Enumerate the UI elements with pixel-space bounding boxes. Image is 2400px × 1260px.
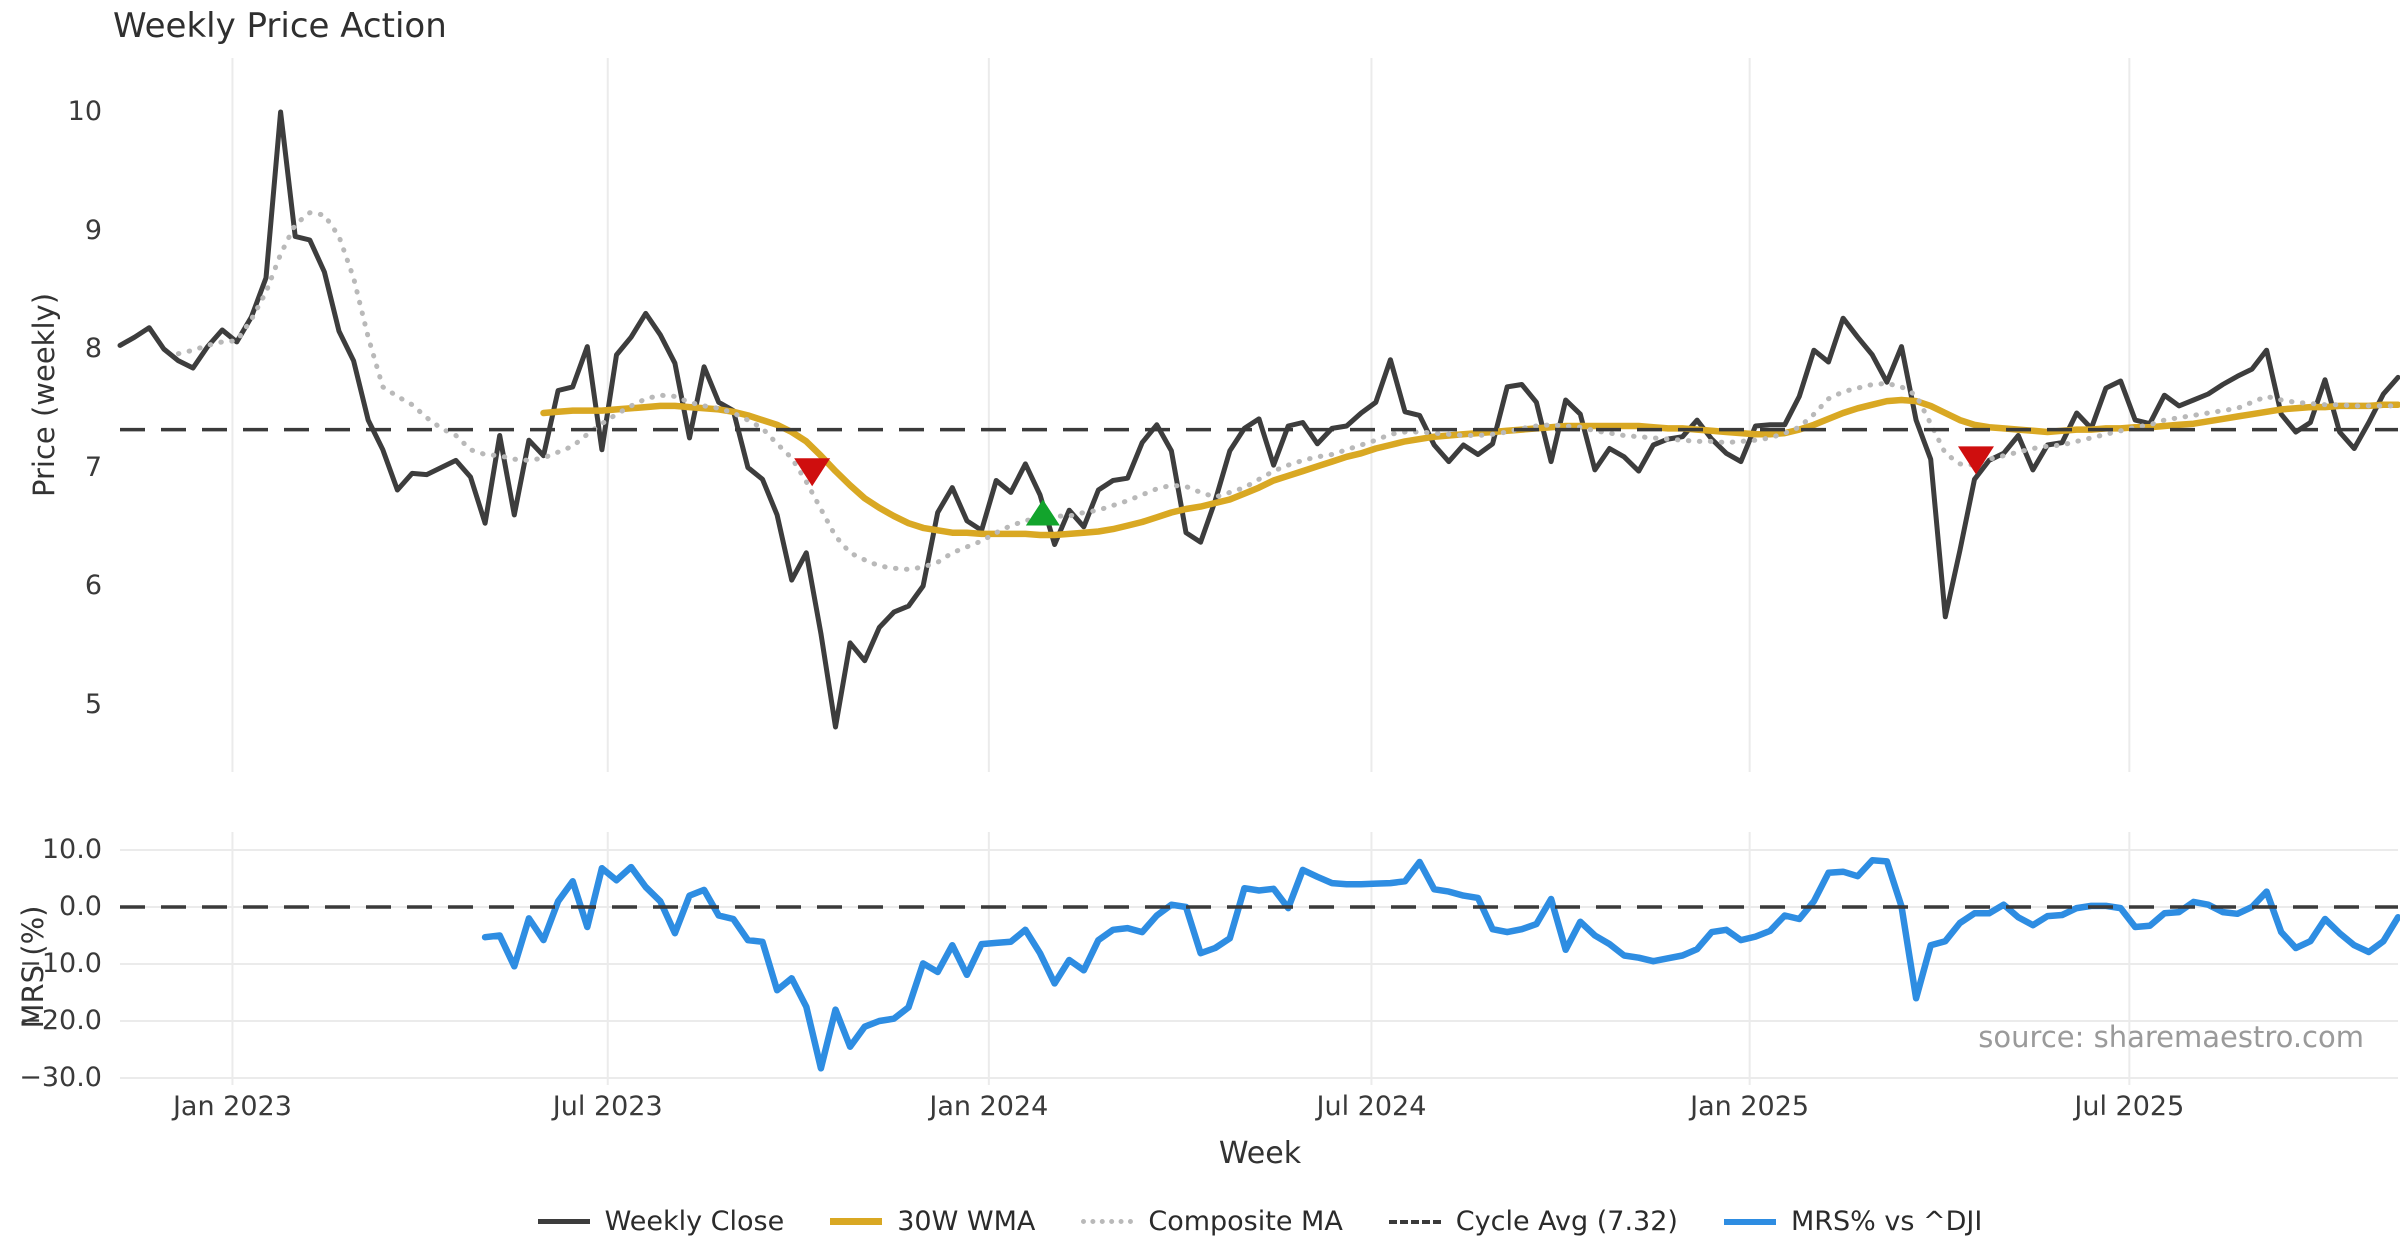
source-attribution: source: sharemaestro.com — [1978, 1020, 2364, 1054]
x-axis-tick-label: Jul 2024 — [1316, 1091, 1427, 1122]
x-axis-tick-label: Jul 2025 — [2074, 1091, 2185, 1122]
buy-signal-marker-icon — [1025, 499, 1060, 526]
legend-label: Weekly Close — [604, 1206, 785, 1237]
y-axis-tick-label: 6 — [84, 570, 102, 601]
sell-signal-marker-icon — [794, 458, 831, 487]
mrs-line-swatch-icon — [1723, 1218, 1776, 1225]
legend-item-weekly-close: Weekly Close — [537, 1206, 785, 1237]
y-axis-tick-label: 8 — [84, 333, 102, 364]
y-axis-tick-label: 9 — [84, 214, 102, 246]
x-axis-title: Week — [1218, 1136, 1302, 1171]
legend-label: 30W WMA — [897, 1206, 1036, 1237]
cycle-avg-line-swatch-icon — [1388, 1219, 1441, 1224]
x-axis-tick-label: Jul 2023 — [552, 1091, 663, 1122]
y-axis-tick-label: −30.0 — [19, 1062, 102, 1093]
legend-item-cycle-avg: Cycle Avg (7.32) — [1388, 1206, 1678, 1237]
legend-label: Cycle Avg (7.32) — [1455, 1206, 1678, 1237]
y-axis-tick-label: 0.0 — [59, 891, 102, 922]
x-axis-tick-label: Jan 2025 — [1690, 1091, 1810, 1122]
y-axis-tick-label: −10.0 — [19, 948, 102, 979]
x-axis-tick-label: Jan 2024 — [929, 1091, 1049, 1122]
price-panel-plot — [117, 58, 2400, 772]
weekly-close-line — [117, 109, 2400, 730]
composite-ma-line — [175, 210, 2400, 572]
chart-title: Weekly Price Action — [113, 6, 447, 46]
weekly-close-line-swatch-icon — [537, 1219, 590, 1224]
y-axis-tick-label: 5 — [84, 688, 102, 720]
legend-item-composite-ma: Composite MA — [1081, 1206, 1343, 1237]
wma-line-swatch-icon — [830, 1218, 883, 1225]
y-axis-tick-label: 10 — [67, 96, 102, 127]
mrs-vs-dji-line — [481, 857, 2400, 1072]
x-axis-tick-label: Jan 2023 — [172, 1091, 292, 1122]
y-axis-tick-label: 7 — [84, 451, 102, 483]
y-axis-tick-label: 10.0 — [41, 834, 102, 865]
sell-signal-marker-icon — [1957, 446, 1994, 475]
legend-item-30w-wma: 30W WMA — [830, 1206, 1035, 1237]
legend-label: MRS% vs ^DJI — [1790, 1206, 1983, 1237]
y-axis-tick-label: −20.0 — [19, 1005, 102, 1036]
mrs-panel-plot — [120, 832, 2400, 1085]
composite-ma-line-swatch-icon — [1081, 1219, 1134, 1224]
legend-item-mrs: MRS% vs ^DJI — [1723, 1206, 1983, 1237]
legend: Weekly Close 30W WMA Composite MA Cycle … — [120, 1206, 2400, 1237]
legend-label: Composite MA — [1148, 1206, 1343, 1237]
